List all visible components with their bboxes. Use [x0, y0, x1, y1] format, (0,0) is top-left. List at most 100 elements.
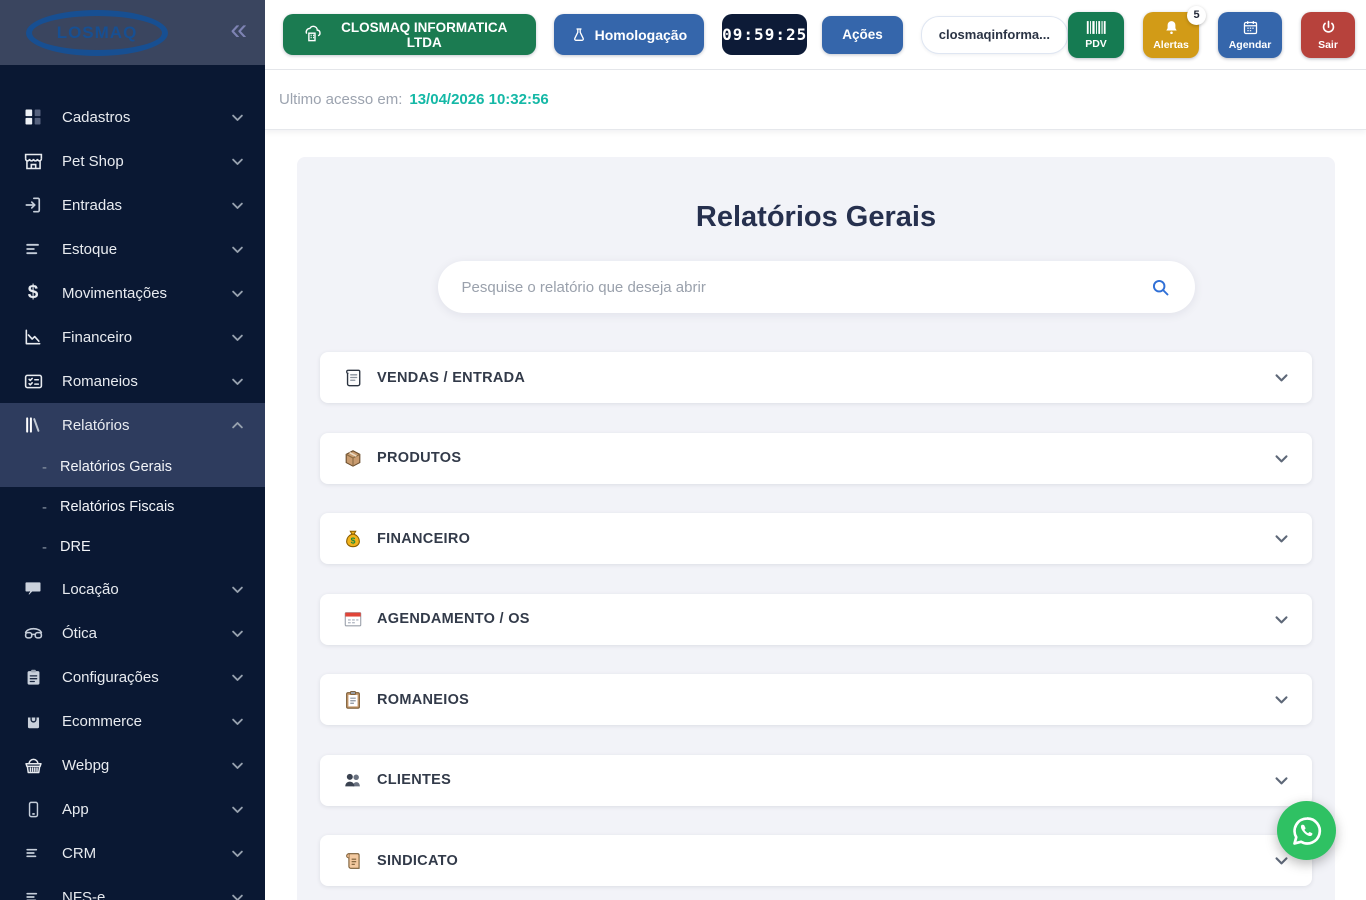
sidebar-item-romaneios[interactable]: Romaneios [0, 359, 265, 403]
clipboard-icon [342, 689, 364, 711]
sidebar-item-nfse[interactable]: NFS-e [0, 875, 265, 900]
report-sections: VENDAS / ENTRADA PRODUTOS $ FINANCEIRO [297, 352, 1335, 886]
lines-icon [20, 841, 46, 865]
actions-button[interactable]: Ações [822, 15, 903, 54]
chevron-down-icon [230, 374, 245, 389]
sidebar-item-relatorios[interactable]: Relatórios [0, 403, 265, 447]
chevron-down-icon [230, 802, 245, 817]
page-title: Relatórios Gerais [695, 201, 937, 233]
people-icon [342, 769, 364, 791]
dash-icon: - [42, 458, 47, 476]
chevron-down-icon [230, 890, 245, 900]
calendar-icon [1242, 19, 1259, 36]
environment-button[interactable]: Homologação [553, 14, 705, 55]
svg-text:$: $ [351, 535, 356, 545]
shopping-bag-icon [20, 709, 46, 733]
section-agendamento-os[interactable]: AGENDAMENTO / OS [320, 593, 1312, 645]
sidebar-item-webpg[interactable]: Webpg [0, 743, 265, 787]
sidebar-collapse-icon[interactable]: « [230, 12, 247, 46]
chevron-down-icon [1273, 450, 1290, 467]
sidebar-item-configuracoes[interactable]: Configurações [0, 655, 265, 699]
barcode-icon [1085, 20, 1107, 35]
report-search-input[interactable] [461, 278, 1150, 296]
search-icon[interactable] [1150, 277, 1171, 298]
sidebar-item-cadastros[interactable]: Cadastros [0, 95, 265, 139]
company-button[interactable]: CLOSMAQ INFORMATICA LTDA [283, 14, 536, 55]
header-quick-buttons: PDV 5 Alertas Agendar Sair [1068, 5, 1355, 58]
last-access-label: Ultimo acesso em: [279, 91, 403, 108]
sidebar-nav: Cadastros Pet Shop Entradas [0, 65, 265, 900]
closmaq-logo: LOSMAQ [26, 9, 168, 56]
sidebar-item-estoque[interactable]: Estoque [0, 227, 265, 271]
clipboard-icon [20, 665, 46, 689]
chevron-down-icon [1273, 852, 1290, 869]
sidebar-item-ecommerce[interactable]: Ecommerce [0, 699, 265, 743]
section-vendas-entrada[interactable]: VENDAS / ENTRADA [320, 352, 1312, 403]
schedule-button[interactable]: Agendar [1218, 11, 1282, 58]
chat-icon [20, 577, 46, 601]
whatsapp-button[interactable] [1277, 801, 1336, 860]
basket-icon [20, 753, 46, 777]
sidebar-item-relatorios-fiscais[interactable]: - Relatórios Fiscais [42, 498, 175, 516]
logo-text: LOSMAQ [56, 22, 138, 42]
chevron-down-icon [230, 626, 245, 641]
scroll-icon [342, 850, 364, 872]
top-header: CLOSMAQ INFORMATICA LTDA Homologação 09:… [265, 0, 1366, 70]
section-sindicato[interactable]: SINDICATO [320, 835, 1312, 886]
sidebar-item-relatorios-gerais[interactable]: - Relatórios Gerais [42, 458, 173, 476]
chevron-down-icon [230, 714, 245, 729]
chevron-down-icon [230, 242, 245, 257]
section-romaneios[interactable]: ROMANEIOS [320, 674, 1312, 725]
chevron-down-icon [230, 582, 245, 597]
sidebar-item-movimentacoes[interactable]: $ Movimentações [0, 271, 265, 315]
chevron-down-icon [230, 758, 245, 773]
chevron-down-icon [230, 198, 245, 213]
sidebar-item-pet-shop[interactable]: Pet Shop [0, 139, 265, 183]
dash-icon: - [42, 538, 47, 556]
pdv-button[interactable]: PDV [1068, 11, 1124, 58]
glasses-icon [20, 621, 46, 645]
alerts-badge: 5 [1187, 5, 1206, 25]
dollar-icon: $ [27, 282, 39, 303]
sidebar: LOSMAQ « Cadastros Pet Shop [0, 0, 265, 900]
sidebar-item-app[interactable]: App [0, 787, 265, 831]
chevron-down-icon [1273, 369, 1290, 386]
section-produtos[interactable]: PRODUTOS [320, 432, 1312, 484]
logout-button[interactable]: Sair [1301, 11, 1355, 58]
chevron-down-icon [230, 330, 245, 345]
sidebar-item-entradas[interactable]: Entradas [0, 183, 265, 227]
chevron-down-icon [1273, 772, 1290, 789]
chevron-down-icon [1273, 691, 1290, 708]
section-financeiro[interactable]: $ FINANCEIRO [320, 513, 1312, 564]
books-icon [20, 413, 46, 437]
lines-icon [20, 885, 46, 900]
storefront-icon [20, 149, 46, 173]
sidebar-item-dre[interactable]: - DRE [42, 538, 91, 556]
chevron-down-icon [230, 110, 245, 125]
package-icon [342, 447, 364, 469]
dash-icon: - [42, 498, 47, 516]
sidebar-item-locacao[interactable]: Locação [0, 567, 265, 611]
sidebar-item-crm[interactable]: CRM [0, 831, 265, 875]
money-bag-icon: $ [342, 528, 364, 550]
chevron-down-icon [230, 286, 245, 301]
power-icon [1320, 19, 1337, 36]
whatsapp-icon [1290, 814, 1324, 848]
account-pill[interactable]: closmaqinforma... [920, 15, 1068, 54]
alerts-button[interactable]: 5 Alertas [1143, 5, 1206, 58]
stock-lines-icon [20, 237, 46, 261]
sidebar-item-otica[interactable]: Ótica [0, 611, 265, 655]
bell-icon [1163, 19, 1180, 36]
phone-icon [20, 797, 46, 821]
grid-icon [20, 105, 46, 129]
subheader: Ultimo acesso em: 13/04/2026 10:32:56 [265, 70, 1366, 130]
sign-in-icon [20, 193, 46, 217]
sidebar-item-financeiro[interactable]: Financeiro [0, 315, 265, 359]
chevron-down-icon [230, 670, 245, 685]
report-search-bar [437, 261, 1195, 313]
reports-card: Relatórios Gerais VENDAS / ENTRADA [297, 157, 1335, 900]
chevron-down-icon [1273, 530, 1290, 547]
chart-icon [20, 325, 46, 349]
section-clientes[interactable]: CLIENTES [320, 754, 1312, 806]
